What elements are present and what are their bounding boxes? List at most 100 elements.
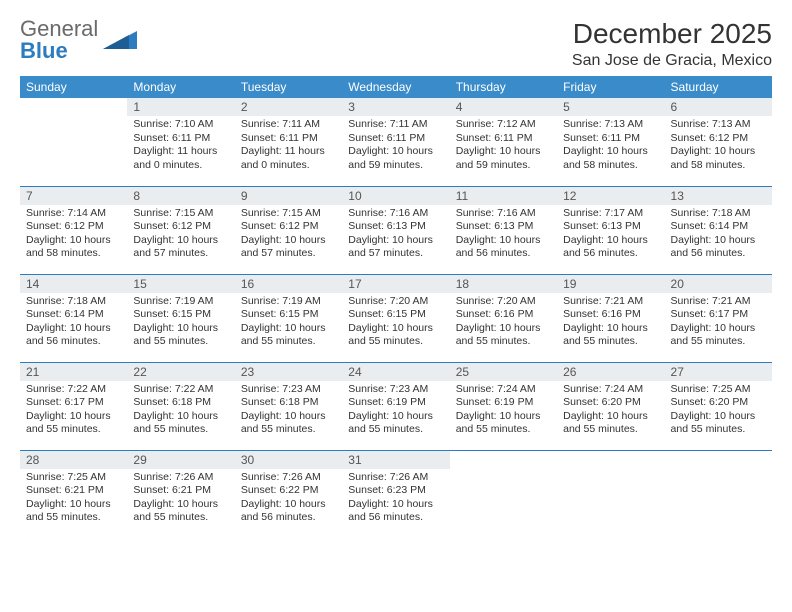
weekday-header: Friday bbox=[557, 76, 664, 98]
day-number: 17 bbox=[342, 275, 449, 293]
calendar-day-cell: 2Sunrise: 7:11 AMSunset: 6:11 PMDaylight… bbox=[235, 98, 342, 186]
daylight-text: Daylight: 10 hours and 55 minutes. bbox=[563, 322, 658, 349]
daylight-text: Daylight: 10 hours and 59 minutes. bbox=[348, 145, 443, 172]
day-number: 26 bbox=[557, 363, 664, 381]
calendar-day-cell: 15Sunrise: 7:19 AMSunset: 6:15 PMDayligh… bbox=[127, 274, 234, 362]
sunset-text: Sunset: 6:13 PM bbox=[563, 220, 658, 234]
sunrise-text: Sunrise: 7:24 AM bbox=[563, 383, 658, 397]
daylight-text: Daylight: 10 hours and 57 minutes. bbox=[241, 234, 336, 261]
sunrise-text: Sunrise: 7:20 AM bbox=[348, 295, 443, 309]
day-number: 13 bbox=[665, 187, 772, 205]
calendar-week-row: 14Sunrise: 7:18 AMSunset: 6:14 PMDayligh… bbox=[20, 274, 772, 362]
daylight-text: Daylight: 10 hours and 55 minutes. bbox=[671, 322, 766, 349]
day-number: 6 bbox=[665, 98, 772, 116]
day-info: Sunrise: 7:19 AMSunset: 6:15 PMDaylight:… bbox=[127, 293, 234, 354]
day-number: 12 bbox=[557, 187, 664, 205]
day-info: Sunrise: 7:11 AMSunset: 6:11 PMDaylight:… bbox=[342, 116, 449, 177]
sunrise-text: Sunrise: 7:17 AM bbox=[563, 207, 658, 221]
day-info: Sunrise: 7:15 AMSunset: 6:12 PMDaylight:… bbox=[235, 205, 342, 266]
day-info: Sunrise: 7:26 AMSunset: 6:22 PMDaylight:… bbox=[235, 469, 342, 530]
calendar-day-cell: 18Sunrise: 7:20 AMSunset: 6:16 PMDayligh… bbox=[450, 274, 557, 362]
sunset-text: Sunset: 6:17 PM bbox=[26, 396, 121, 410]
sunrise-text: Sunrise: 7:26 AM bbox=[241, 471, 336, 485]
day-number: 8 bbox=[127, 187, 234, 205]
calendar-day-cell: 8Sunrise: 7:15 AMSunset: 6:12 PMDaylight… bbox=[127, 186, 234, 274]
sunrise-text: Sunrise: 7:19 AM bbox=[133, 295, 228, 309]
daylight-text: Daylight: 10 hours and 59 minutes. bbox=[456, 145, 551, 172]
sunset-text: Sunset: 6:18 PM bbox=[133, 396, 228, 410]
daylight-text: Daylight: 10 hours and 55 minutes. bbox=[348, 410, 443, 437]
day-info: Sunrise: 7:14 AMSunset: 6:12 PMDaylight:… bbox=[20, 205, 127, 266]
sunrise-text: Sunrise: 7:18 AM bbox=[26, 295, 121, 309]
day-number: 18 bbox=[450, 275, 557, 293]
daylight-text: Daylight: 10 hours and 56 minutes. bbox=[26, 322, 121, 349]
daylight-text: Daylight: 10 hours and 55 minutes. bbox=[133, 498, 228, 525]
sunrise-text: Sunrise: 7:11 AM bbox=[241, 118, 336, 132]
day-info: Sunrise: 7:25 AMSunset: 6:21 PMDaylight:… bbox=[20, 469, 127, 530]
sunset-text: Sunset: 6:23 PM bbox=[348, 484, 443, 498]
calendar-week-row: 21Sunrise: 7:22 AMSunset: 6:17 PMDayligh… bbox=[20, 362, 772, 450]
calendar-day-cell: 14Sunrise: 7:18 AMSunset: 6:14 PMDayligh… bbox=[20, 274, 127, 362]
sunset-text: Sunset: 6:13 PM bbox=[348, 220, 443, 234]
title-block: December 2025 San Jose de Gracia, Mexico bbox=[572, 18, 772, 70]
calendar-empty-cell bbox=[557, 450, 664, 538]
calendar-day-cell: 24Sunrise: 7:23 AMSunset: 6:19 PMDayligh… bbox=[342, 362, 449, 450]
calendar-day-cell: 4Sunrise: 7:12 AMSunset: 6:11 PMDaylight… bbox=[450, 98, 557, 186]
daylight-text: Daylight: 10 hours and 57 minutes. bbox=[133, 234, 228, 261]
sunset-text: Sunset: 6:13 PM bbox=[456, 220, 551, 234]
daylight-text: Daylight: 10 hours and 55 minutes. bbox=[348, 322, 443, 349]
sunrise-text: Sunrise: 7:25 AM bbox=[26, 471, 121, 485]
day-number: 30 bbox=[235, 451, 342, 469]
sunrise-text: Sunrise: 7:21 AM bbox=[671, 295, 766, 309]
sunrise-text: Sunrise: 7:18 AM bbox=[671, 207, 766, 221]
calendar-day-cell: 27Sunrise: 7:25 AMSunset: 6:20 PMDayligh… bbox=[665, 362, 772, 450]
daylight-text: Daylight: 10 hours and 56 minutes. bbox=[348, 498, 443, 525]
month-title: December 2025 bbox=[572, 18, 772, 50]
daylight-text: Daylight: 10 hours and 58 minutes. bbox=[671, 145, 766, 172]
day-number: 16 bbox=[235, 275, 342, 293]
sunset-text: Sunset: 6:14 PM bbox=[26, 308, 121, 322]
weekday-header: Saturday bbox=[665, 76, 772, 98]
day-number: 4 bbox=[450, 98, 557, 116]
calendar-day-cell: 19Sunrise: 7:21 AMSunset: 6:16 PMDayligh… bbox=[557, 274, 664, 362]
day-number: 1 bbox=[127, 98, 234, 116]
sunset-text: Sunset: 6:11 PM bbox=[563, 132, 658, 146]
daylight-text: Daylight: 10 hours and 58 minutes. bbox=[26, 234, 121, 261]
sunrise-text: Sunrise: 7:11 AM bbox=[348, 118, 443, 132]
sunset-text: Sunset: 6:19 PM bbox=[456, 396, 551, 410]
sunset-text: Sunset: 6:21 PM bbox=[133, 484, 228, 498]
sunrise-text: Sunrise: 7:10 AM bbox=[133, 118, 228, 132]
day-number: 24 bbox=[342, 363, 449, 381]
calendar-week-row: 28Sunrise: 7:25 AMSunset: 6:21 PMDayligh… bbox=[20, 450, 772, 538]
sunrise-text: Sunrise: 7:14 AM bbox=[26, 207, 121, 221]
day-number: 27 bbox=[665, 363, 772, 381]
day-info: Sunrise: 7:18 AMSunset: 6:14 PMDaylight:… bbox=[20, 293, 127, 354]
calendar-day-cell: 13Sunrise: 7:18 AMSunset: 6:14 PMDayligh… bbox=[665, 186, 772, 274]
calendar-day-cell: 1Sunrise: 7:10 AMSunset: 6:11 PMDaylight… bbox=[127, 98, 234, 186]
calendar-day-cell: 21Sunrise: 7:22 AMSunset: 6:17 PMDayligh… bbox=[20, 362, 127, 450]
weekday-header: Sunday bbox=[20, 76, 127, 98]
day-info: Sunrise: 7:22 AMSunset: 6:17 PMDaylight:… bbox=[20, 381, 127, 442]
calendar-day-cell: 23Sunrise: 7:23 AMSunset: 6:18 PMDayligh… bbox=[235, 362, 342, 450]
calendar-table: SundayMondayTuesdayWednesdayThursdayFrid… bbox=[20, 76, 772, 538]
header: General Blue December 2025 San Jose de G… bbox=[20, 18, 772, 70]
calendar-week-row: 7Sunrise: 7:14 AMSunset: 6:12 PMDaylight… bbox=[20, 186, 772, 274]
day-number: 25 bbox=[450, 363, 557, 381]
daylight-text: Daylight: 10 hours and 55 minutes. bbox=[133, 410, 228, 437]
sunset-text: Sunset: 6:11 PM bbox=[456, 132, 551, 146]
calendar-header-row: SundayMondayTuesdayWednesdayThursdayFrid… bbox=[20, 76, 772, 98]
sunrise-text: Sunrise: 7:16 AM bbox=[348, 207, 443, 221]
sunset-text: Sunset: 6:15 PM bbox=[133, 308, 228, 322]
day-info: Sunrise: 7:23 AMSunset: 6:18 PMDaylight:… bbox=[235, 381, 342, 442]
sunset-text: Sunset: 6:21 PM bbox=[26, 484, 121, 498]
calendar-day-cell: 16Sunrise: 7:19 AMSunset: 6:15 PMDayligh… bbox=[235, 274, 342, 362]
daylight-text: Daylight: 10 hours and 55 minutes. bbox=[563, 410, 658, 437]
day-number: 22 bbox=[127, 363, 234, 381]
day-info: Sunrise: 7:20 AMSunset: 6:16 PMDaylight:… bbox=[450, 293, 557, 354]
sunset-text: Sunset: 6:12 PM bbox=[133, 220, 228, 234]
sunrise-text: Sunrise: 7:26 AM bbox=[133, 471, 228, 485]
weekday-header: Thursday bbox=[450, 76, 557, 98]
sunrise-text: Sunrise: 7:23 AM bbox=[348, 383, 443, 397]
day-number: 9 bbox=[235, 187, 342, 205]
daylight-text: Daylight: 11 hours and 0 minutes. bbox=[133, 145, 228, 172]
